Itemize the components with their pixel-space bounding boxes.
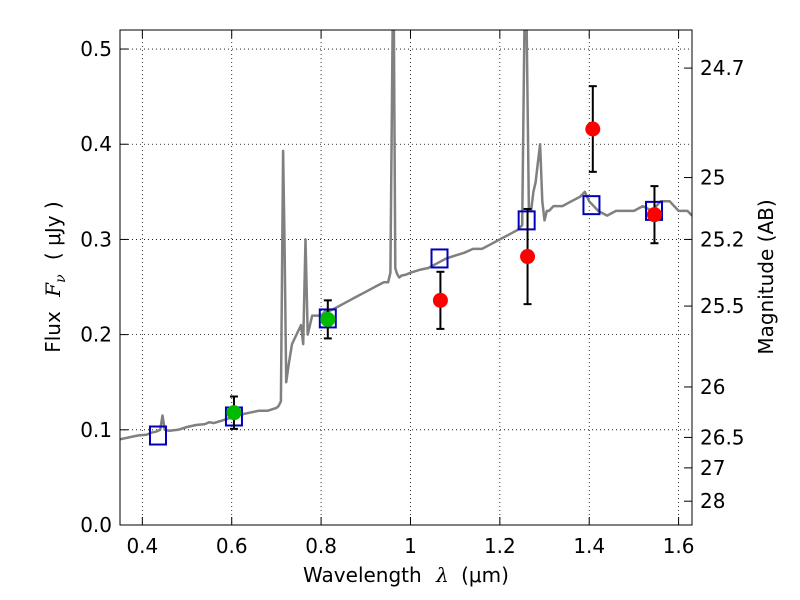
magnitude-tick-label: 25 [700, 166, 725, 190]
y-tick-label: 0.0 [80, 513, 112, 537]
plot-frame [119, 29, 693, 526]
data-markers [148, 85, 664, 446]
y-axis-label: Flux Fν ( μJy ) [41, 201, 70, 353]
x-axis-label-text: Wavelength [303, 563, 422, 587]
magnitude-axis-label: Magnitude (AB) [754, 199, 778, 354]
spectrum-line [120, 30, 692, 441]
x-tick-label: 1 [404, 534, 417, 558]
y-axis-symbol-sub: ν [53, 274, 69, 283]
magnitude-tick-label: 24.7 [700, 56, 745, 80]
magnitude-tick-label: 25.5 [700, 294, 745, 318]
y-tick-label: 0.4 [80, 132, 112, 156]
y-tick-label: 0.1 [80, 418, 112, 442]
y-axis-symbol: F [41, 282, 65, 298]
observed-red-point [585, 121, 601, 137]
magnitude-tick-label: 25.2 [700, 227, 745, 251]
magnitude-tick-label: 26 [700, 375, 725, 399]
model-photometry-square [582, 195, 601, 216]
magnitude-tick-label: 27 [700, 456, 725, 480]
observed-red-point [646, 207, 662, 223]
magnitude-tick-label: 28 [700, 489, 725, 513]
x-axis-open-paren: ( [461, 563, 469, 587]
y-tick-label: 0.5 [80, 37, 112, 61]
observed-green-point [320, 311, 336, 327]
x-tick-label: 0.8 [305, 534, 337, 558]
x-tick-label: 1.4 [573, 534, 605, 558]
y-tick-label: 0.3 [80, 227, 112, 251]
x-tick-label: 0.6 [216, 534, 248, 558]
x-tick-label: 0.4 [126, 534, 158, 558]
observed-red-point [432, 292, 448, 308]
x-tick-label: 1.2 [484, 534, 516, 558]
y-tick-label: 0.2 [80, 323, 112, 347]
model-photometry-square [430, 248, 449, 269]
y-axis-unit: μJy [41, 215, 65, 246]
x-axis-unit: μm [469, 563, 501, 587]
x-axis-label: Wavelength λ (μm) [303, 563, 509, 587]
plot-background [120, 30, 692, 525]
y-axis-open-paren: ( [41, 252, 65, 260]
model-photometry-square [148, 425, 167, 446]
observed-red-point [520, 249, 536, 265]
magnitude-tick-label: 26.5 [700, 425, 745, 449]
observed-green-point [226, 405, 242, 421]
x-tick-label: 1.6 [663, 534, 695, 558]
model-spectrum [120, 30, 692, 441]
y-axis-close-paren: ) [41, 201, 65, 209]
axis-ticks: 0.4 0.6 0.8 1 1.2 1.4 1.6 0.0 0.1 0.2 0.3 0.4 0.5 24.… [80, 30, 745, 558]
x-axis-symbol: λ [435, 563, 449, 587]
y-axis-label-text: Flux [41, 311, 65, 353]
x-axis-close-paren: ) [501, 563, 509, 587]
